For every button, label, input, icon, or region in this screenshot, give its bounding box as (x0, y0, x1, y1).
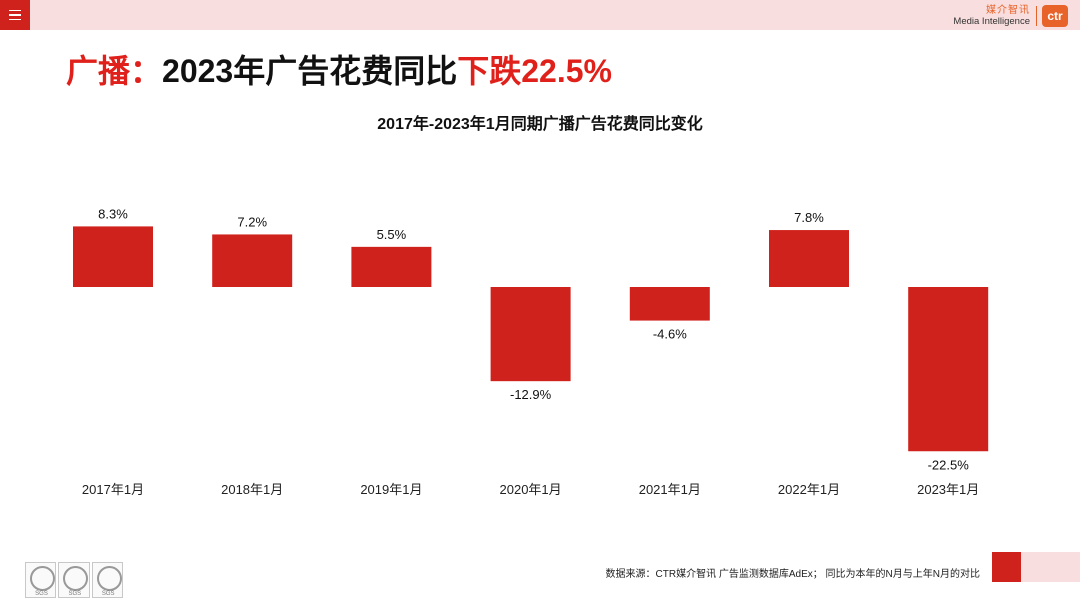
headline-highlight: 下跌22.5% (457, 53, 612, 89)
bar-1 (212, 234, 293, 287)
category-label-5: 2022年1月 (778, 482, 840, 497)
sgs-badge-icon: SGS (91, 562, 123, 598)
category-label-4: 2021年1月 (639, 482, 701, 497)
data-label-3: -12.9% (510, 387, 552, 402)
page-headline: 广播：2023年广告花费同比下跌22.5% (66, 46, 612, 92)
category-label-2: 2019年1月 (360, 482, 422, 497)
certification-badges: SGS SGS SGS (25, 562, 123, 598)
data-label-2: 5.5% (377, 227, 407, 242)
badge-label: SGS (35, 591, 48, 597)
chart-title: 2017年-2023年1月同期广播广告花费同比变化 (377, 116, 703, 133)
bar-2 (351, 246, 432, 287)
sgs-badge-icon: SGS (58, 562, 90, 598)
brand-cn: 媒介智讯 (986, 5, 1030, 16)
bar-0 (73, 226, 153, 287)
data-label-4: -4.6% (653, 327, 687, 342)
category-label-6: 2023年1月 (917, 482, 979, 497)
brand-logo-area: 媒介智讯 Media Intelligence ctr (953, 4, 1068, 28)
bar-6 (908, 287, 989, 452)
top-bar (0, 0, 1080, 30)
bar-3 (490, 287, 571, 382)
bar-chart: 8.3% 2017年1月 7.2% 2018年1月 5.5% 2019年1月 -12.9% 2… (73, 206, 989, 497)
data-label-0: 8.3% (98, 206, 128, 221)
headline-prefix: 广播： (66, 53, 163, 89)
data-label-5: 7.8% (794, 210, 824, 225)
brand-en: Media Intelligence (953, 16, 1030, 27)
ctr-logo: ctr (1042, 5, 1068, 27)
badge-label: SGS (68, 591, 82, 597)
category-label-3: 2020年1月 (500, 482, 562, 497)
hamburger-icon[interactable] (0, 0, 30, 30)
headline-middle: 2023年广告花费同比 (162, 53, 458, 89)
brand-separator (1036, 6, 1037, 26)
footer-tab-accent (992, 552, 1021, 582)
badge-label: SGS (101, 591, 115, 597)
bar-4 (629, 287, 710, 321)
data-label-1: 7.2% (237, 214, 267, 229)
data-source-note: 数据来源：CTR媒介智讯 广告监测数据库AdEx； 同比为本年的N月与上年N月的… (605, 569, 980, 580)
bar-5 (769, 230, 849, 287)
category-label-0: 2017年1月 (82, 482, 144, 497)
sgs-badge-icon: SGS (25, 562, 57, 598)
data-label-6: -22.5% (928, 457, 970, 472)
category-label-1: 2018年1月 (221, 482, 283, 497)
